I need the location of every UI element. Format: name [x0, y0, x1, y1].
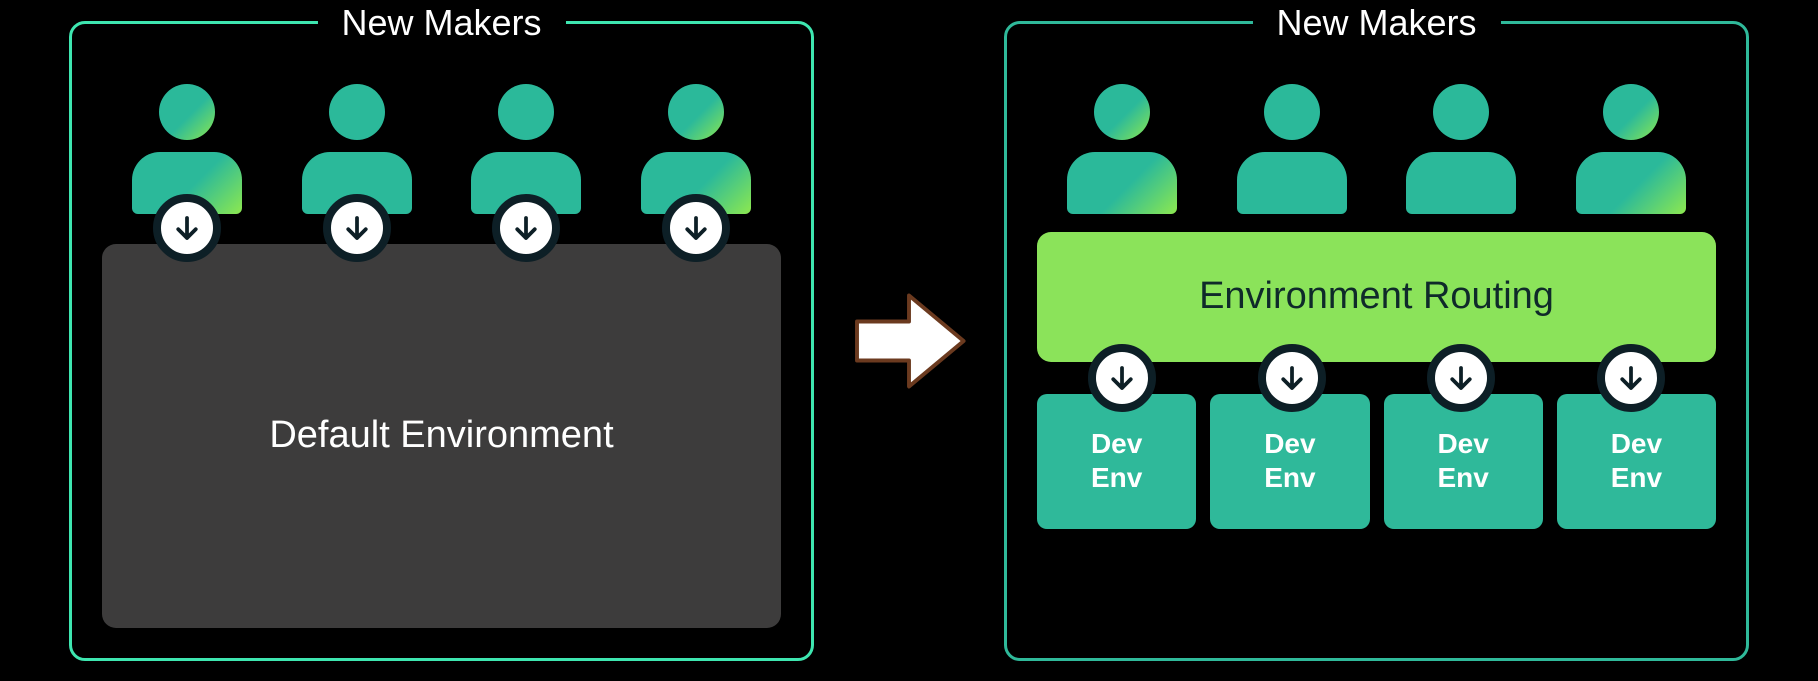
- right-panel-title: New Makers: [1252, 2, 1500, 44]
- dev-env-box: Dev Env: [1037, 394, 1196, 529]
- dev-env-line2: Env: [1091, 461, 1142, 495]
- dev-env-line1: Dev: [1264, 427, 1315, 461]
- left-arrows-row: [102, 194, 781, 262]
- down-arrow-icon: [1258, 344, 1326, 412]
- user-icon: [1571, 84, 1691, 214]
- environment-routing-label: Environment Routing: [1199, 275, 1554, 318]
- down-arrow-icon: [492, 194, 560, 262]
- user-icon: [1232, 84, 1352, 214]
- dev-env-line1: Dev: [1437, 427, 1488, 461]
- right-users-row: [1037, 84, 1716, 214]
- dev-env-line2: Env: [1264, 461, 1315, 495]
- down-arrow-icon: [1088, 344, 1156, 412]
- dev-env-row: Dev Env Dev Env Dev Env Dev Env: [1037, 394, 1716, 529]
- default-environment-label: Default Environment: [269, 414, 613, 457]
- transition-arrow-icon: [844, 276, 974, 406]
- user-icon: [1062, 84, 1182, 214]
- right-arrows-row: [1037, 344, 1716, 412]
- down-arrow-icon: [323, 194, 391, 262]
- dev-env-line2: Env: [1611, 461, 1662, 495]
- down-arrow-icon: [1427, 344, 1495, 412]
- dev-env-box: Dev Env: [1210, 394, 1369, 529]
- dev-env-box: Dev Env: [1557, 394, 1716, 529]
- down-arrow-icon: [153, 194, 221, 262]
- user-icon: [1401, 84, 1521, 214]
- down-arrow-icon: [1597, 344, 1665, 412]
- left-panel-title: New Makers: [317, 2, 565, 44]
- down-arrow-icon: [662, 194, 730, 262]
- dev-env-box: Dev Env: [1384, 394, 1543, 529]
- left-panel: New Makers Default Environment: [69, 21, 814, 661]
- dev-env-line1: Dev: [1611, 427, 1662, 461]
- default-environment-box: Default Environment: [102, 244, 781, 628]
- right-panel: New Makers Environment Routing Dev Env D…: [1004, 21, 1749, 661]
- environment-routing-box: Environment Routing: [1037, 232, 1716, 362]
- dev-env-line2: Env: [1437, 461, 1488, 495]
- dev-env-line1: Dev: [1091, 427, 1142, 461]
